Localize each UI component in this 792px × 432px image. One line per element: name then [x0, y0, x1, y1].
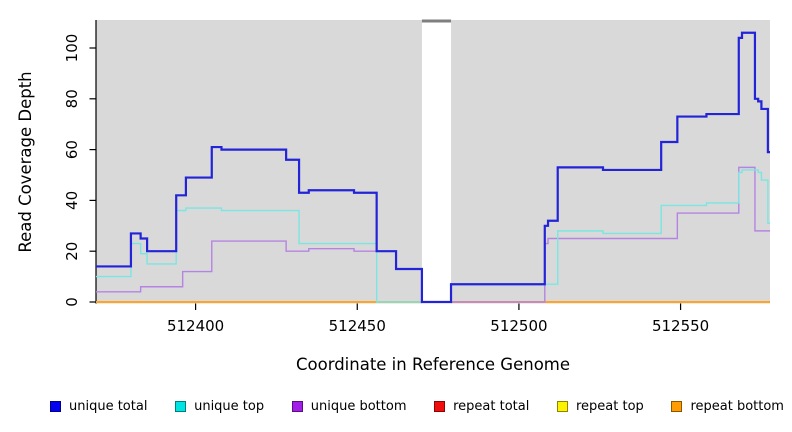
legend-item-repeat-bottom: repeat bottom: [671, 399, 784, 414]
legend: unique total unique top unique bottom repea…: [50, 399, 784, 414]
legend-label: unique bottom: [310, 399, 407, 414]
coverage-gap-band: [421, 20, 452, 304]
x-tick-label: 512400: [167, 317, 224, 335]
x-tick-label: 512550: [652, 317, 709, 335]
legend-item-unique-top: unique top: [175, 399, 264, 414]
x-axis-title: Coordinate in Reference Genome: [295, 355, 571, 374]
legend-item-repeat-top: repeat top: [557, 399, 644, 414]
legend-label: unique total: [69, 399, 148, 414]
y-tick-label: 0: [63, 297, 81, 307]
legend-swatch-repeat-total: [434, 401, 446, 412]
legend-item-unique-total: unique total: [50, 399, 147, 414]
y-tick-label: 40: [63, 191, 81, 210]
y-tick-label: 60: [63, 140, 81, 159]
y-tick-label: 20: [63, 242, 81, 261]
legend-label: repeat top: [576, 399, 644, 414]
legend-item-repeat-total: repeat total: [434, 399, 529, 414]
legend-label: repeat bottom: [690, 399, 784, 414]
x-tick-label: 512500: [490, 317, 547, 335]
legend-label: repeat total: [453, 399, 530, 414]
x-tick-label: 512450: [329, 317, 386, 335]
y-tick-label: 80: [63, 89, 81, 108]
y-axis-title: Read Coverage Depth: [15, 71, 35, 253]
legend-item-unique-bottom: unique bottom: [291, 399, 407, 414]
legend-swatch-repeat-top: [557, 401, 568, 412]
legend-swatch-unique-top: [175, 401, 187, 412]
gap-top-marker: [421, 19, 452, 23]
series-line-unique-total: [96, 31, 770, 304]
legend-swatch-unique-total: [50, 401, 61, 412]
y-tick-label: 100: [63, 34, 81, 63]
legend-label: unique top: [194, 399, 265, 414]
legend-swatch-unique-bottom: [291, 401, 303, 412]
legend-swatch-repeat-bottom: [671, 401, 683, 412]
